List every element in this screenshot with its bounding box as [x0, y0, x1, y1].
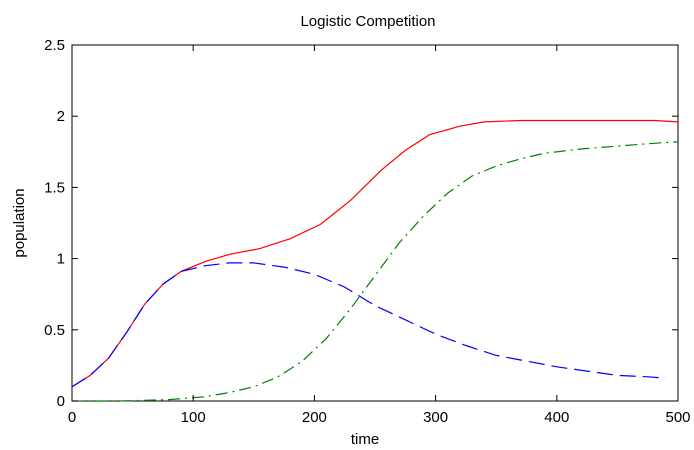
plot-area: [71, 44, 679, 402]
y-tick-label: 0: [57, 393, 65, 410]
y-tick-label: 2: [57, 108, 65, 125]
x-tick-label: 300: [423, 409, 448, 426]
series-line-3: [72, 141, 679, 402]
y-axis-ticks: 0 0.5 1 1.5 2 2.5: [44, 37, 678, 410]
x-tick-label: 100: [181, 409, 206, 426]
y-tick-label: 1: [57, 251, 65, 268]
x-axis-ticks: 0 100 200 300 400 500: [68, 45, 691, 426]
x-tick-label: 0: [68, 409, 76, 426]
x-tick-label: 200: [302, 409, 327, 426]
x-axis-label: time: [351, 431, 379, 448]
x-tick-label: 500: [665, 409, 690, 426]
chart-title: Logistic Competition: [300, 13, 435, 30]
y-tick-label: 2.5: [44, 37, 65, 54]
x-tick-label: 400: [544, 409, 569, 426]
y-tick-label: 1.5: [44, 179, 65, 196]
series-layer: [71, 119, 679, 402]
y-tick-label: 0.5: [44, 322, 65, 339]
y-axis-label: population: [11, 188, 28, 257]
series-line-2: [71, 262, 666, 388]
